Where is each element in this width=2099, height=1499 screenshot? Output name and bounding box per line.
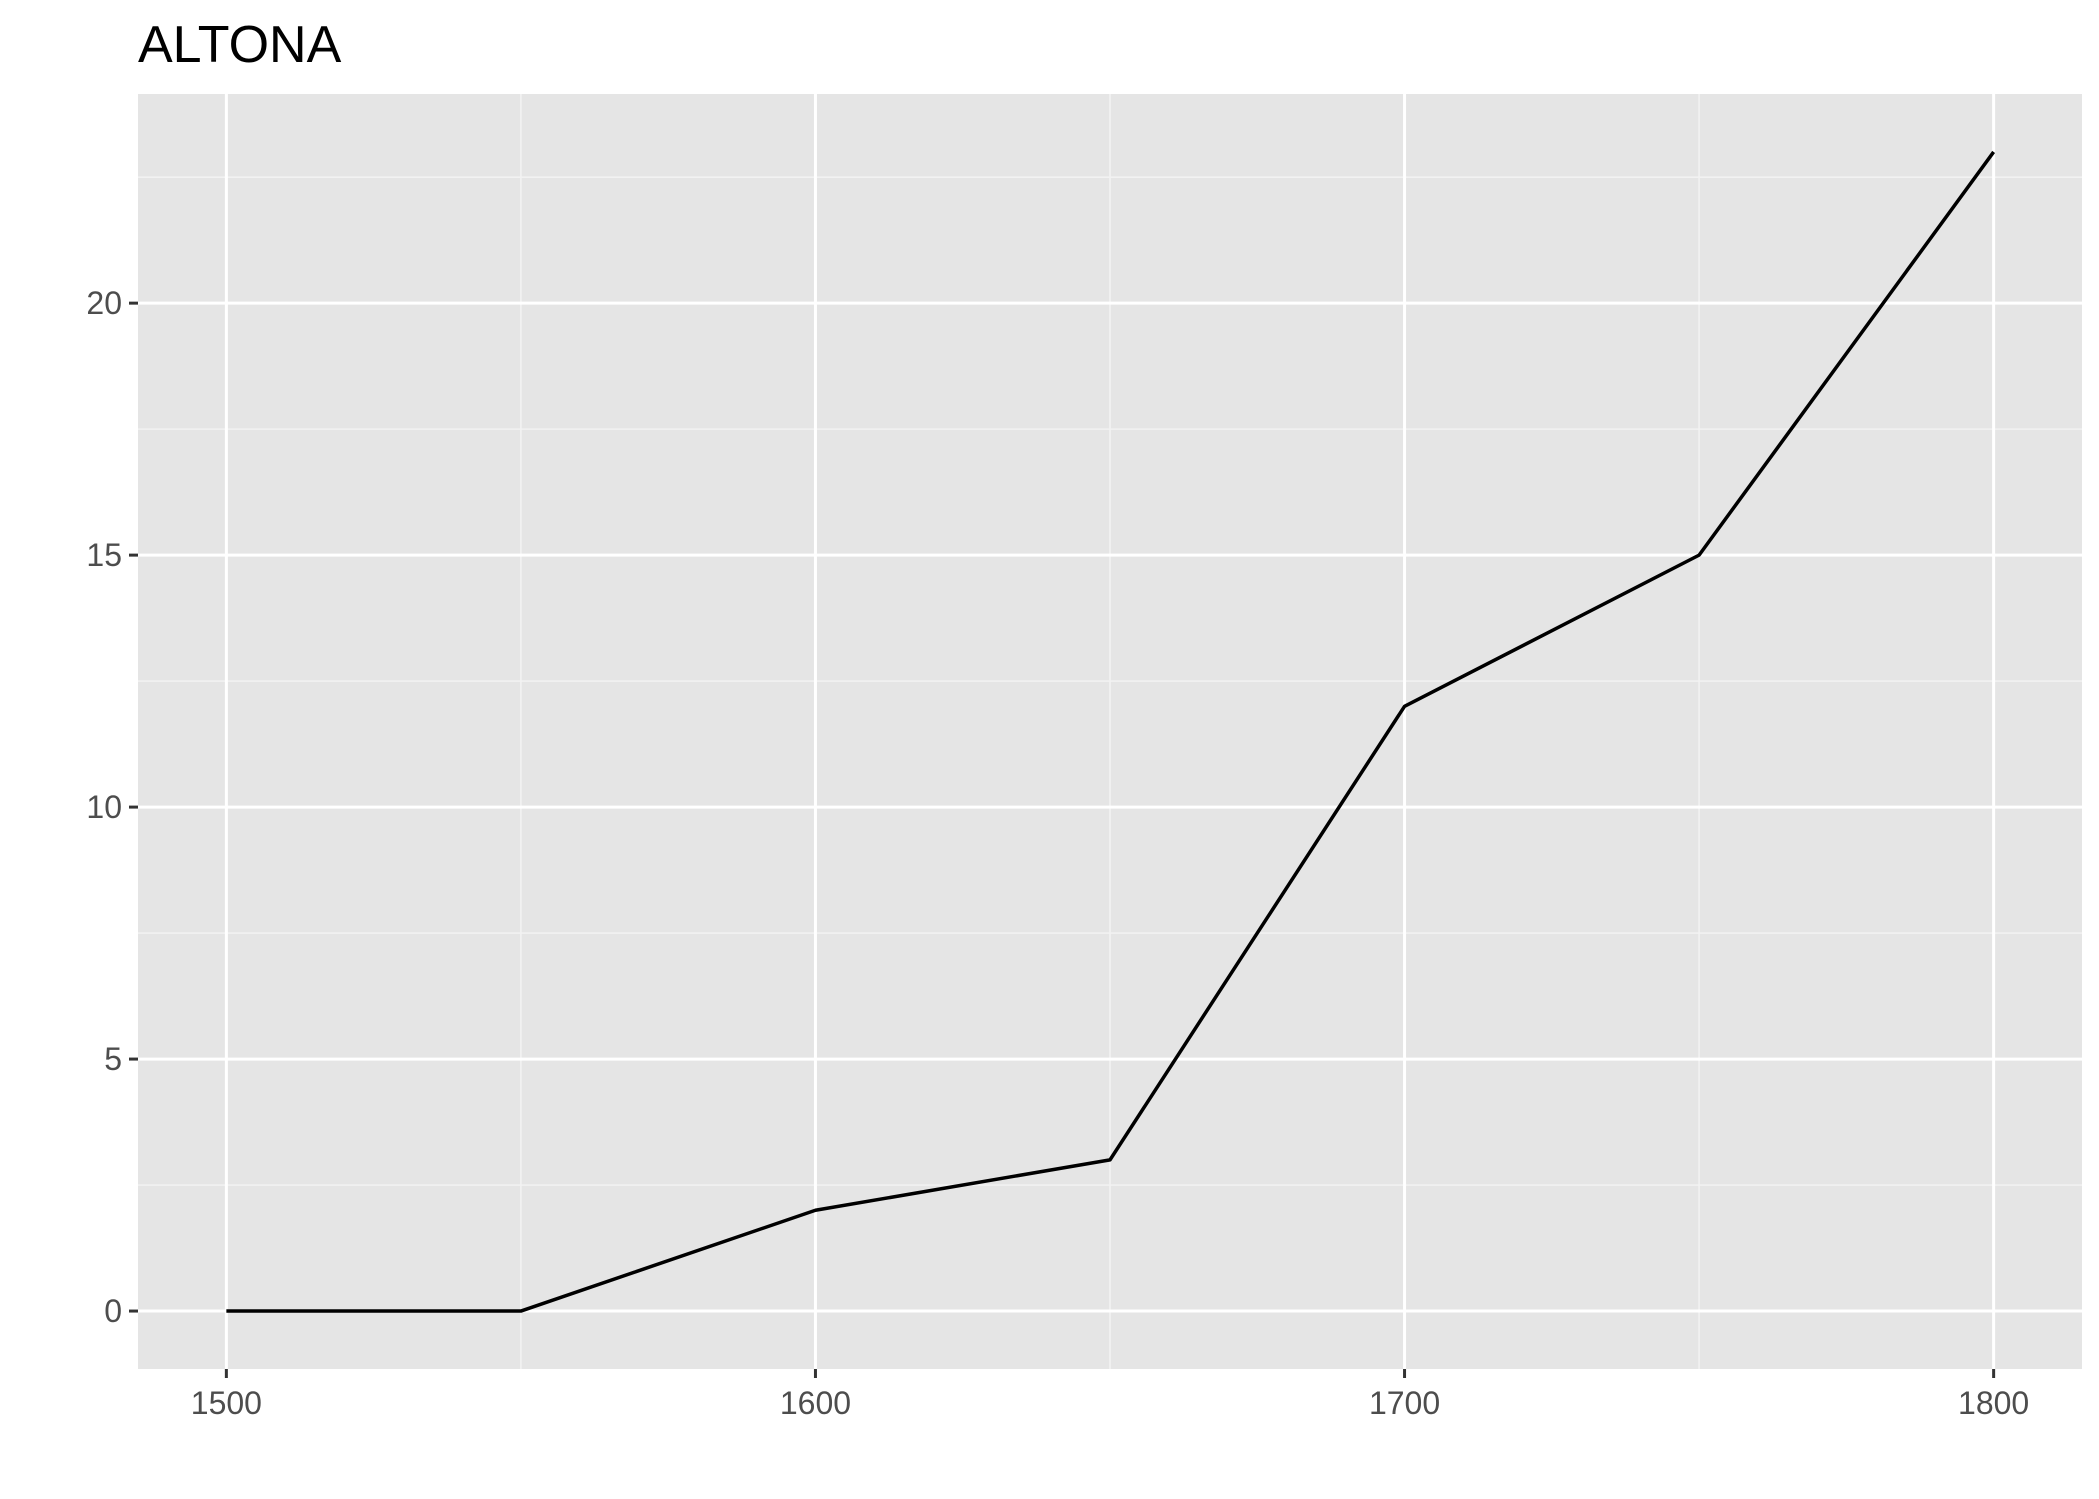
series-line — [226, 150, 1996, 1313]
minor-gridlines — [138, 94, 2082, 1369]
x-axis: 1500 1600 1700 1800 — [191, 1369, 2029, 1421]
x-tick-label: 1800 — [1958, 1385, 2029, 1421]
x-tick-label: 1700 — [1369, 1385, 1440, 1421]
y-tick-label: 20 — [86, 285, 122, 321]
chart-title: ALTONA — [138, 16, 342, 74]
y-axis: 0 5 10 15 20 — [86, 285, 138, 1329]
x-tick-label: 1500 — [191, 1385, 262, 1421]
y-tick-label: 10 — [86, 789, 122, 825]
y-tick-label: 0 — [104, 1293, 122, 1329]
y-tick-label: 15 — [86, 537, 122, 573]
y-tick-label: 5 — [104, 1041, 122, 1077]
x-tick-label: 1600 — [780, 1385, 851, 1421]
major-gridlines — [138, 94, 2082, 1369]
